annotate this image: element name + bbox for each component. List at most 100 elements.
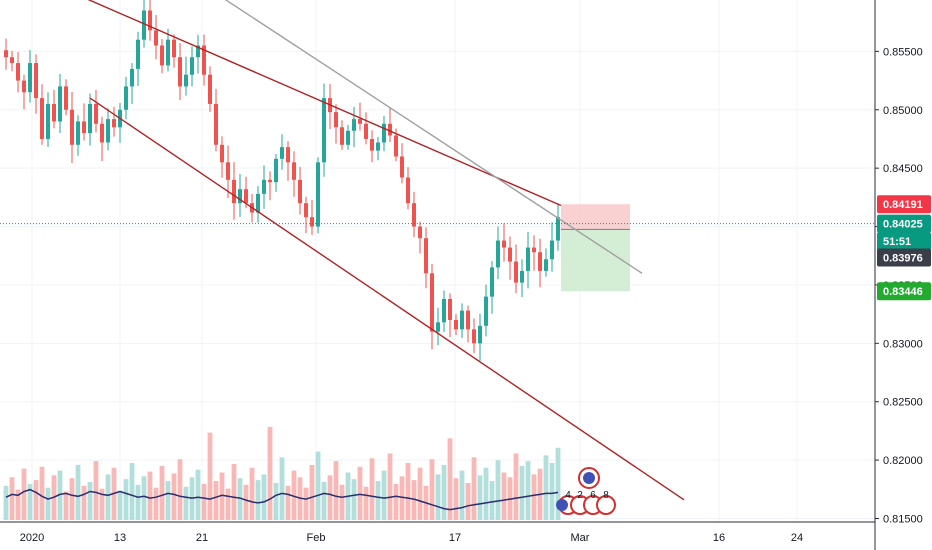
candle-body — [28, 63, 32, 93]
candle — [532, 235, 536, 271]
candle-body — [154, 30, 158, 46]
candle — [124, 76, 128, 120]
channel-lower-trendline — [89, 97, 685, 501]
volume-bar — [303, 487, 309, 520]
candle-body — [334, 112, 338, 128]
candle — [310, 199, 314, 235]
candle — [538, 238, 542, 288]
volume-bar — [543, 455, 549, 520]
volume-bar — [387, 453, 393, 520]
candle-body — [400, 156, 404, 178]
candle — [376, 136, 380, 161]
candle-body — [448, 298, 452, 320]
candle — [460, 303, 464, 339]
current-price-badge-label: 0.84025 — [883, 219, 923, 231]
candle-body — [358, 119, 362, 124]
gray-resistance-trendline — [224, 0, 643, 274]
candle — [334, 104, 338, 144]
volume-bar — [57, 470, 63, 520]
y-tick-label: 0.83000 — [883, 338, 923, 350]
volume-bar — [117, 490, 123, 520]
candle — [400, 143, 404, 184]
candle-body — [556, 217, 560, 241]
volume-bar — [321, 482, 327, 520]
candle-body — [430, 273, 434, 332]
volume-bar — [219, 472, 225, 520]
candle — [64, 79, 68, 116]
volume-bar — [309, 464, 315, 520]
volume-bar — [225, 488, 231, 520]
volume-bar — [3, 485, 9, 520]
candle — [496, 226, 500, 280]
event-marker-label: 2 — [577, 490, 583, 501]
candle-body — [418, 226, 422, 239]
volume-bar — [33, 480, 39, 520]
volume-bar — [129, 463, 135, 520]
candle — [304, 196, 308, 233]
candle-body — [88, 103, 92, 134]
position-zones[interactable] — [561, 204, 630, 292]
candlesticks — [4, 0, 560, 361]
volume-bar — [531, 474, 537, 520]
candle-body — [376, 142, 380, 151]
event-marker-label: 6 — [590, 490, 596, 501]
volume-bar — [471, 457, 477, 520]
x-tick-label: 17 — [449, 532, 461, 544]
candle — [448, 293, 452, 337]
volume-bar — [201, 483, 207, 520]
price-badges: 0.84191 0.84025 51:51 0.83976 0.83446 — [877, 195, 931, 301]
candle-body — [394, 135, 398, 157]
candle-body — [526, 247, 530, 271]
candle — [424, 227, 428, 289]
volume-bar — [465, 482, 471, 520]
candle-body — [406, 177, 410, 204]
candle — [100, 116, 104, 161]
candle-body — [298, 179, 302, 204]
volume-bar — [159, 465, 165, 520]
y-tick-label: 0.84500 — [883, 163, 923, 175]
candle — [130, 63, 134, 105]
volume-bar — [213, 481, 219, 520]
candle — [256, 186, 260, 223]
candle-body — [550, 240, 554, 260]
candle — [28, 50, 32, 103]
candle — [358, 102, 362, 131]
volume-bar — [243, 484, 249, 520]
candle — [178, 43, 182, 101]
candle-body — [472, 329, 476, 344]
candle — [550, 222, 554, 272]
event-marker-label: 4 — [565, 490, 571, 501]
candle-body — [220, 144, 224, 163]
candle-body — [166, 39, 170, 66]
candle-body — [70, 109, 74, 145]
candle — [268, 171, 272, 201]
volume-bar — [459, 470, 465, 520]
volume-bar — [9, 477, 15, 520]
candle-body — [496, 240, 500, 268]
candle — [166, 28, 170, 72]
candle — [70, 91, 74, 164]
volume-bar — [39, 466, 45, 520]
candle-body — [46, 103, 50, 139]
trendlines[interactable] — [84, 0, 685, 501]
candle-body — [454, 319, 458, 330]
candle-body — [424, 238, 428, 274]
candle — [502, 223, 506, 262]
volume-bar — [555, 447, 561, 520]
volume-bar — [333, 461, 339, 520]
candle-body — [286, 147, 290, 163]
candle-body — [364, 123, 368, 139]
candle — [274, 154, 278, 192]
candle — [484, 284, 488, 337]
candle — [292, 151, 296, 197]
volume-bar — [63, 491, 69, 520]
candle-body — [136, 39, 140, 69]
candle — [4, 38, 8, 70]
candle-body — [76, 121, 80, 145]
candle-body — [58, 86, 62, 122]
candle-body — [148, 10, 152, 31]
volume-bar — [351, 479, 357, 520]
